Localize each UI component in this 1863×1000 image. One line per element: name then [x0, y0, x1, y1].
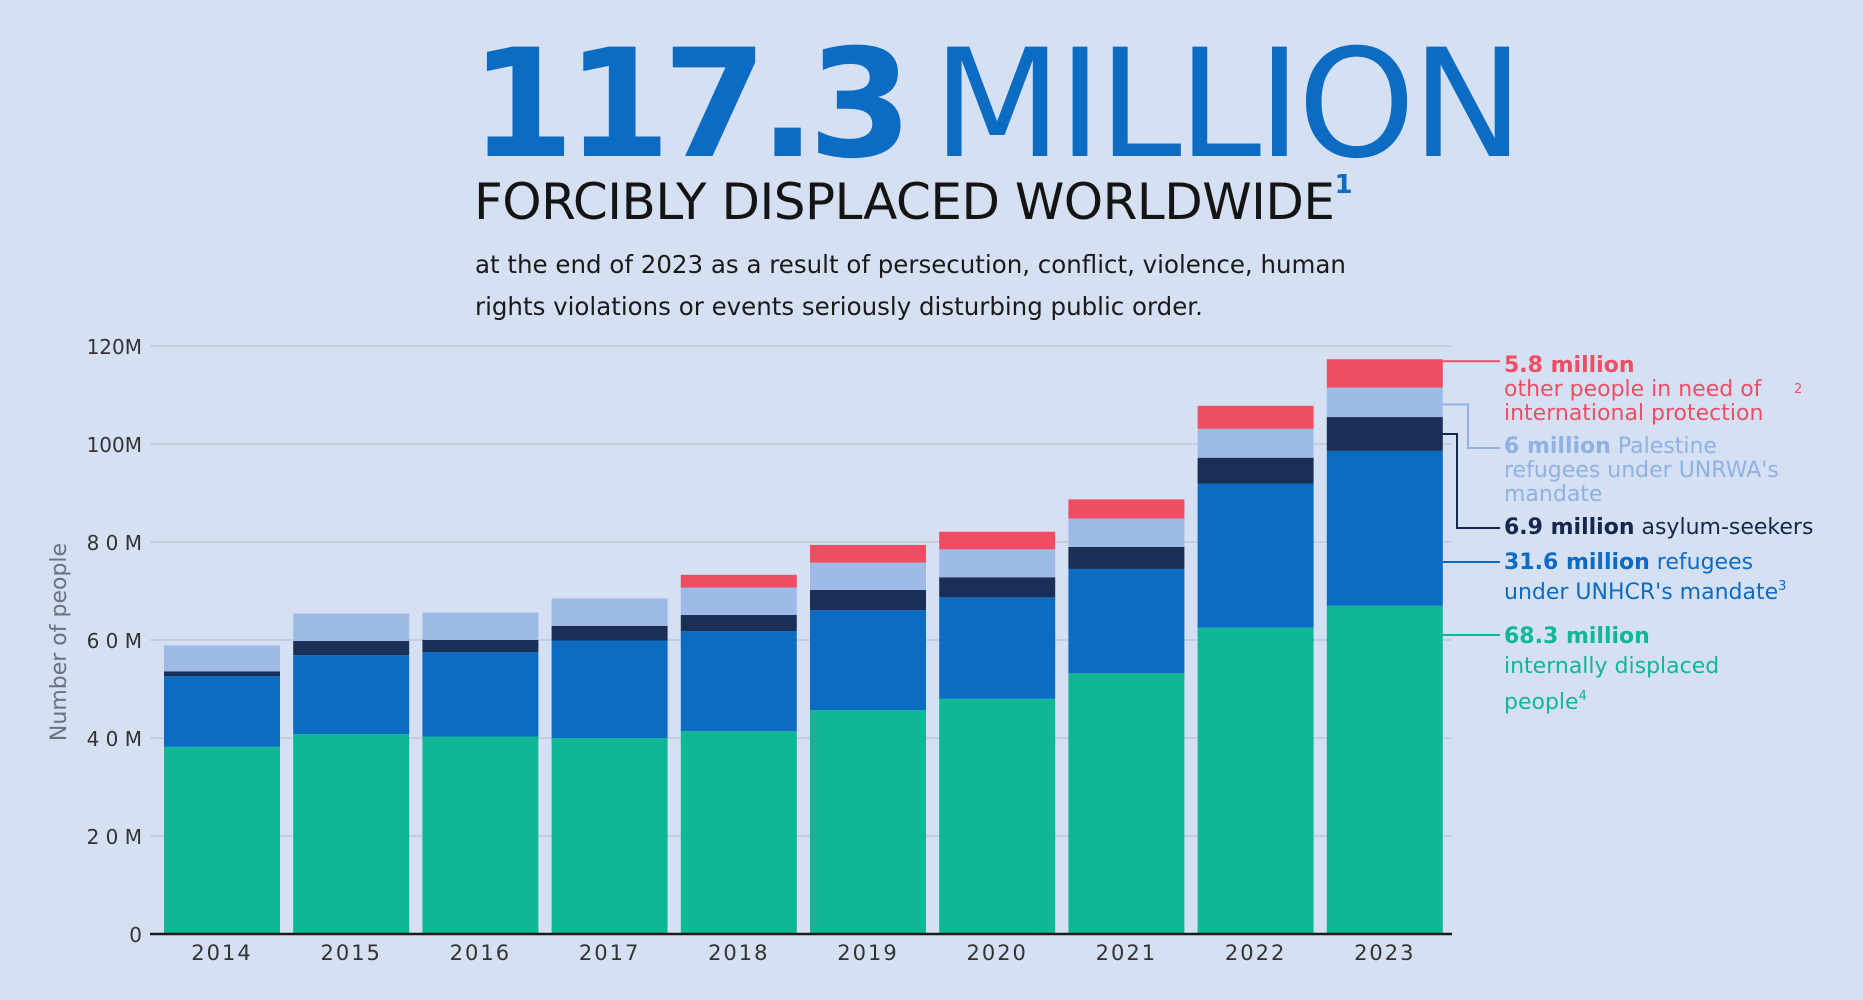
bar-segment-palestine-2022 [1197, 428, 1314, 458]
bar-segment-refugees-2017 [551, 640, 668, 738]
x-tick-label: 2023 [1354, 941, 1415, 965]
bar-segment-asylum-2020 [939, 577, 1056, 598]
bar-segment-palestine-2023 [1326, 387, 1443, 418]
bar-segment-idp-2016 [422, 736, 539, 934]
bar-segment-other-2020 [939, 531, 1056, 550]
bar-segment-asylum-2017 [551, 625, 668, 641]
bar-segment-asylum-2023 [1326, 417, 1443, 451]
bar-segment-idp-2020 [939, 698, 1056, 934]
y-tick-label: 100M [87, 433, 142, 457]
x-tick-label: 2022 [1225, 941, 1286, 965]
headline-word: MILLION [932, 18, 1523, 192]
bar-segment-refugees-2020 [939, 597, 1056, 699]
headline: 117.3 MILLION [470, 30, 1524, 180]
x-tick-label: 2021 [1096, 941, 1157, 965]
y-tick-label: 6 0 M [87, 629, 142, 653]
legend-other: 5.8 million other people in need of inte… [1504, 354, 1863, 426]
y-axis-label: Number of people [47, 543, 72, 741]
bar-segment-refugees-2018 [680, 631, 797, 732]
y-tick-label: 8 0 M [87, 531, 142, 555]
description: at the end of 2023 as a result of persec… [475, 250, 1346, 321]
bar-segment-refugees-2021 [1068, 568, 1185, 674]
legend-refugees-value: 31.6 million [1504, 550, 1650, 575]
bar-segment-asylum-2014 [164, 671, 280, 677]
x-tick-label: 2018 [708, 941, 769, 965]
bar-segment-asylum-2022 [1197, 457, 1314, 484]
legend-idp: 68.3 million internally displaced people… [1504, 622, 1744, 718]
bar-segment-idp-2015 [293, 734, 410, 934]
x-tick-label: 2020 [966, 941, 1027, 965]
bar-segment-asylum-2018 [680, 615, 797, 632]
bar-segment-asylum-2021 [1068, 546, 1185, 569]
legend-idp-value: 68.3 million [1504, 624, 1650, 649]
x-tick-label: 2014 [191, 941, 252, 965]
bar-segment-palestine-2020 [939, 549, 1056, 578]
bar-segment-palestine-2016 [422, 612, 539, 640]
bar-segment-palestine-2019 [810, 562, 926, 591]
leader-line-palestine [1442, 403, 1500, 449]
bar-segment-idp-2021 [1068, 673, 1185, 934]
legend-refugees-sup: 3 [1778, 579, 1787, 594]
bar-segment-palestine-2014 [164, 645, 280, 672]
bar-segment-palestine-2017 [551, 598, 668, 626]
bar-segment-other-2019 [810, 544, 926, 563]
leader-line-asylum [1442, 432, 1500, 529]
legend-asylum-text: asylum-seekers [1634, 515, 1814, 540]
bar-segment-idp-2017 [551, 738, 668, 934]
bar-segment-refugees-2022 [1197, 483, 1314, 628]
y-tick-label: 4 0 M [87, 727, 142, 751]
bar-segment-palestine-2015 [293, 613, 410, 641]
legend-idp-text: internally displaced people [1504, 654, 1720, 715]
bar-segment-other-2023 [1326, 359, 1443, 388]
bar-segment-refugees-2016 [422, 652, 539, 737]
bar-segment-idp-2019 [810, 710, 926, 934]
bar-segment-refugees-2019 [810, 610, 926, 711]
bar-segment-idp-2022 [1197, 627, 1314, 934]
bar-segment-palestine-2021 [1068, 518, 1185, 547]
y-tick-label: 0 [129, 923, 142, 947]
bar-segment-refugees-2023 [1326, 450, 1443, 606]
x-tick-label: 2016 [450, 941, 511, 965]
legend-palestine-value: 6 million [1504, 434, 1611, 459]
bar-segment-asylum-2015 [293, 640, 410, 656]
x-tick-label: 2019 [837, 941, 898, 965]
bar-segment-asylum-2016 [422, 640, 539, 653]
legend-asylum-value: 6.9 million [1504, 515, 1635, 540]
legend-asylum: 6.9 million asylum-seekers [1504, 516, 1813, 540]
bar-segment-refugees-2014 [164, 676, 280, 747]
bar-segment-other-2022 [1197, 405, 1314, 429]
bar-segment-palestine-2018 [680, 587, 797, 616]
legend-palestine: 6 million Palestine refugees under UNRWA… [1504, 435, 1814, 507]
bar-segment-other-2021 [1068, 499, 1185, 519]
bar-segment-other-2018 [680, 574, 797, 588]
y-tick-label: 2 0 M [87, 825, 142, 849]
subtitle-footnote: 1 [1334, 170, 1353, 200]
bar-segment-idp-2023 [1326, 605, 1443, 934]
legend-other-text: other people in need of international pr… [1504, 377, 1764, 426]
subtitle-text: FORCIBLY DISPLACED WORLDWIDE [474, 173, 1335, 231]
legend-refugees: 31.6 million refugees under UNHCR's mand… [1504, 551, 1824, 605]
legend-palestine-text: Palestine refugees under UNRWA's mandate [1504, 434, 1779, 507]
bar-segment-idp-2014 [164, 746, 280, 934]
x-tick-label: 2015 [320, 941, 381, 965]
y-tick-label: 120M [87, 335, 142, 359]
legend-refugees-text: refugees under UNHCR's mandate [1504, 550, 1779, 605]
legend-idp-sup: 4 [1578, 689, 1587, 704]
legend-other-sup: 2 [1794, 382, 1803, 397]
bar-segment-asylum-2019 [810, 590, 926, 611]
legend-other-value: 5.8 million [1504, 353, 1635, 378]
x-tick-label: 2017 [579, 941, 640, 965]
bar-segment-refugees-2015 [293, 655, 410, 735]
headline-number: 117.3 [470, 18, 912, 192]
subtitle: FORCIBLY DISPLACED WORLDWIDE1 [474, 170, 1353, 227]
bar-segment-idp-2018 [680, 731, 797, 934]
